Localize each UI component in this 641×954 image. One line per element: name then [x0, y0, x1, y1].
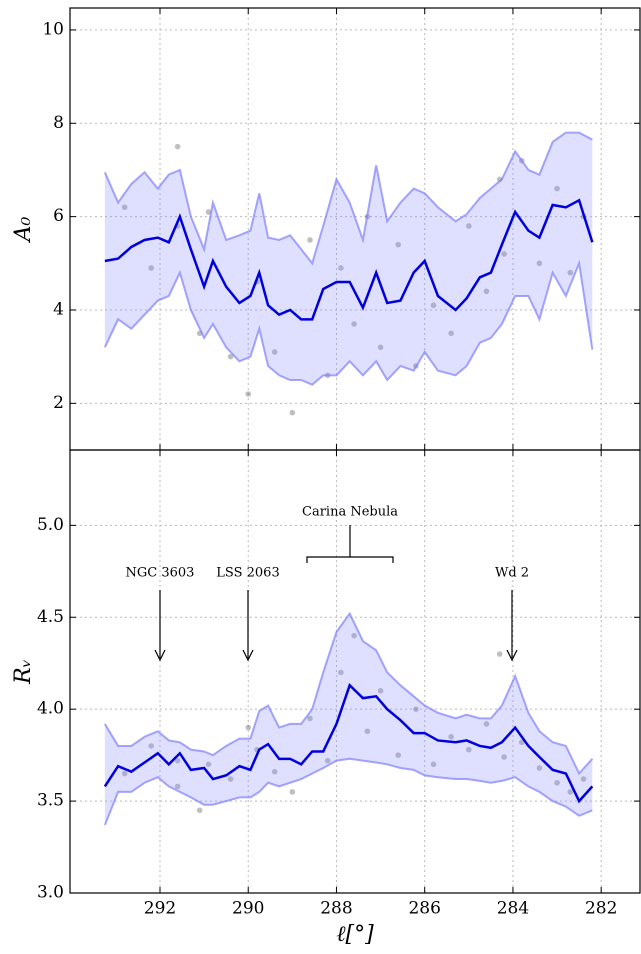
x-tick-label: 290: [232, 899, 264, 919]
point: [351, 632, 357, 639]
point: [430, 761, 437, 768]
y-tick-label: 6: [53, 206, 64, 226]
median-line: [103, 683, 594, 804]
point: [174, 143, 181, 150]
y-tick-label: 8: [53, 113, 64, 133]
point: [554, 185, 560, 192]
x-axis-label: ℓ[°]: [336, 922, 374, 947]
band-edge: [103, 611, 594, 776]
band-fill: [104, 613, 593, 825]
point: [501, 251, 507, 257]
point: [448, 733, 454, 740]
y-tick-label: 3.5: [37, 791, 64, 811]
point: [430, 302, 437, 309]
y-tick-label: 2: [53, 393, 64, 413]
point: [496, 651, 503, 657]
point: [536, 765, 543, 771]
point: [174, 783, 181, 790]
point: [148, 743, 154, 749]
point: [338, 669, 344, 676]
point: [289, 409, 296, 416]
point: [364, 728, 371, 735]
point: [351, 321, 357, 327]
point: [518, 739, 525, 746]
y-axis-label: A₀: [11, 216, 36, 243]
band-edge: [103, 131, 593, 266]
arrow-head: [506, 649, 518, 662]
annotations: [154, 525, 518, 662]
point: [448, 330, 454, 337]
point: [271, 768, 278, 775]
band-edge: [103, 259, 594, 386]
y-tick-label: 4.0: [37, 699, 64, 719]
point: [245, 724, 252, 731]
point: [395, 241, 402, 248]
point: [567, 789, 574, 795]
point: [121, 770, 128, 777]
point: [148, 265, 154, 271]
y-tick-label: 10: [42, 19, 64, 39]
y-tick-label: 3.0: [37, 883, 64, 903]
annotation: LSS 2063: [216, 566, 279, 581]
point: [121, 204, 128, 211]
y-tick-label: 4.5: [37, 607, 64, 627]
band-edge: [103, 757, 593, 826]
point: [413, 706, 419, 712]
axes-frame: [69, 449, 641, 894]
band-fill: [104, 132, 593, 385]
point: [338, 265, 344, 271]
x-tick-label: 292: [144, 899, 176, 919]
point: [227, 776, 234, 782]
arrow-head: [154, 649, 166, 662]
annotation: NGC 3603: [126, 566, 195, 581]
point: [567, 269, 574, 276]
point: [466, 746, 472, 753]
point: [501, 754, 507, 760]
y-tick-label: 4: [53, 299, 64, 319]
point: [466, 223, 472, 229]
point: [245, 391, 252, 397]
bracket: [306, 525, 394, 563]
point: [271, 349, 278, 355]
point: [324, 757, 331, 764]
point: [377, 688, 384, 694]
x-tick-label: 286: [408, 899, 440, 919]
y-axis-label: Rᵥ: [11, 659, 36, 685]
point: [536, 260, 543, 267]
point: [580, 776, 587, 782]
point: [196, 807, 203, 814]
point: [483, 721, 490, 727]
x-tick-label: 288: [320, 899, 352, 919]
point: [307, 715, 313, 722]
point: [227, 353, 234, 360]
point: [174, 757, 181, 764]
point: [307, 237, 313, 243]
point: [483, 288, 490, 295]
x-tick-label: 282: [585, 899, 617, 919]
annotation: Wd 2: [495, 566, 529, 581]
x-tick-label: 284: [497, 899, 529, 919]
median-line: [104, 198, 594, 321]
y-tick-label: 5.0: [37, 515, 64, 535]
point: [289, 789, 296, 795]
annotation: Carina Nebula: [302, 505, 398, 520]
point: [205, 761, 212, 768]
arrow-head: [242, 649, 254, 662]
point: [377, 344, 384, 351]
point: [395, 752, 402, 758]
point: [554, 779, 560, 786]
